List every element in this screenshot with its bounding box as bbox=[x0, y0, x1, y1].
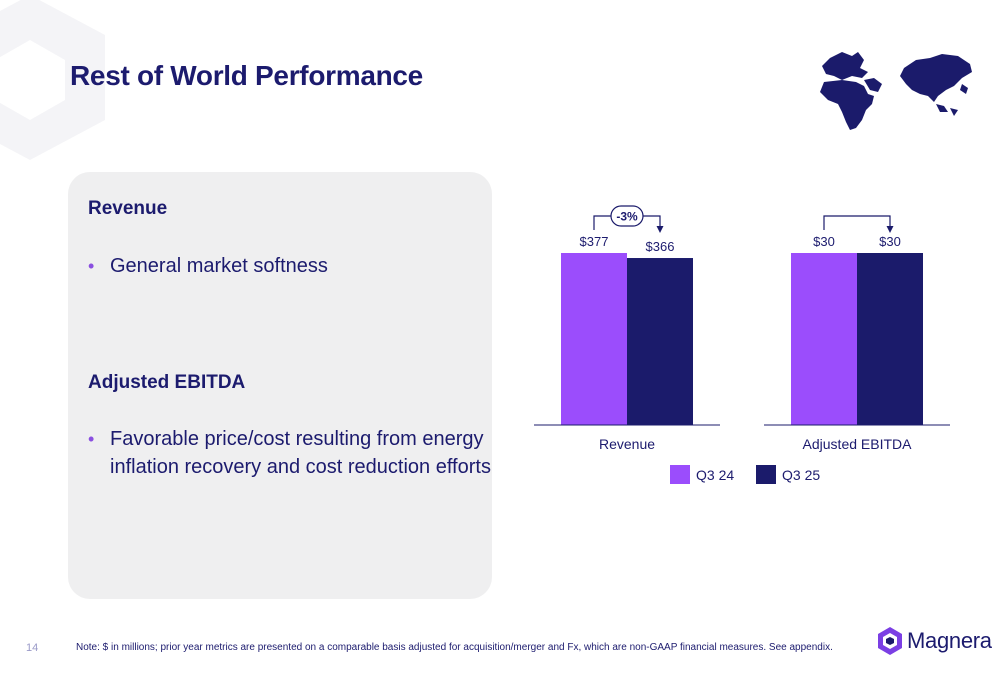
x-tick-label: Revenue bbox=[599, 436, 655, 452]
bar bbox=[857, 253, 923, 425]
brand-name: Magnera bbox=[907, 628, 992, 653]
magnera-logo-icon bbox=[878, 627, 902, 655]
change-badge bbox=[610, 205, 644, 227]
bar bbox=[627, 258, 693, 425]
x-tick-label: Adjusted EBITDA bbox=[803, 436, 913, 452]
commentary-panel: Revenue • General market softness Adjust… bbox=[68, 172, 492, 599]
arrow-head-icon bbox=[886, 226, 894, 233]
legend-swatch bbox=[756, 465, 776, 484]
legend-swatch bbox=[670, 465, 690, 484]
performance-bar-chart: $377 $366 Revenue -3% $30 $30 Adjusted EBITDA Q… bbox=[534, 205, 950, 484]
revenue-bullet-text: General market softness bbox=[110, 255, 328, 277]
page-number: 14 bbox=[26, 642, 39, 654]
ebitda-heading: Adjusted EBITDA bbox=[88, 372, 246, 393]
data-label: $377 bbox=[580, 234, 609, 249]
ebitda-bullet: • Favorable price/cost resulting from en… bbox=[88, 425, 505, 481]
arrow-head-icon bbox=[656, 226, 664, 233]
legend-label: Q3 24 bbox=[696, 467, 734, 483]
footnote: Note: $ in millions; prior year metrics … bbox=[76, 642, 833, 653]
data-label: $366 bbox=[646, 239, 675, 254]
revenue-bullet: • General market softness bbox=[88, 252, 505, 280]
change-bracket bbox=[823, 215, 891, 230]
ebitda-bullet-text: Favorable price/cost resulting from ener… bbox=[110, 428, 491, 478]
world-map-icon bbox=[820, 52, 972, 130]
bar bbox=[561, 253, 627, 425]
legend-label: Q3 25 bbox=[782, 467, 820, 483]
data-label: $30 bbox=[813, 234, 835, 249]
brand-logo: Magnera bbox=[877, 626, 992, 656]
bar bbox=[791, 253, 857, 425]
revenue-heading: Revenue bbox=[88, 198, 168, 219]
background-hexagon-shape bbox=[0, 0, 105, 160]
bullet-icon: • bbox=[88, 429, 95, 449]
bullet-icon: • bbox=[88, 256, 95, 276]
change-annotation: -3% bbox=[616, 210, 638, 224]
page-title: Rest of World Performance bbox=[70, 60, 423, 91]
data-label: $30 bbox=[879, 234, 901, 249]
